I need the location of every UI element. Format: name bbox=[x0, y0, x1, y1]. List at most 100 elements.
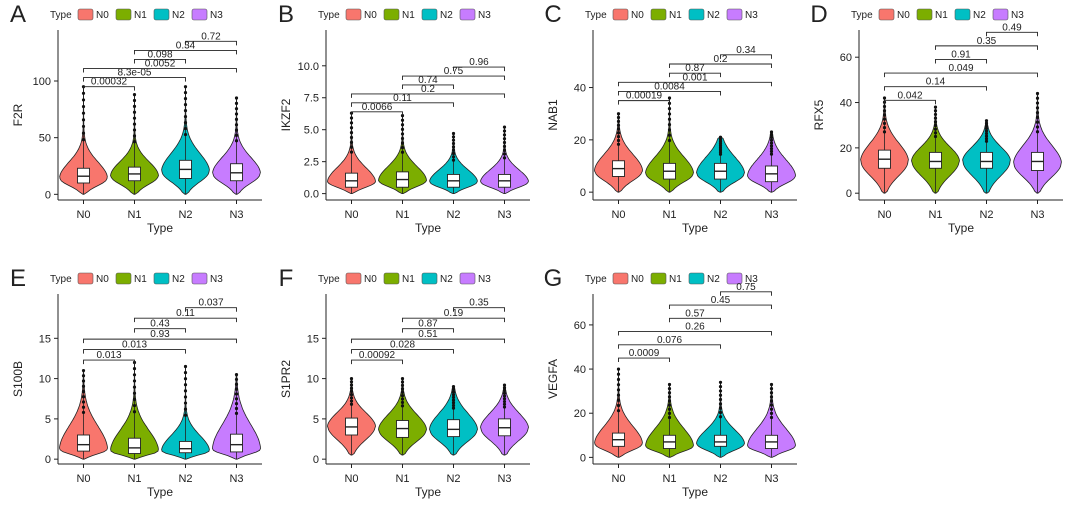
legend-label: N3 bbox=[478, 274, 491, 285]
comparison-bracket: 0.72 bbox=[185, 31, 237, 46]
outlier-point bbox=[616, 367, 621, 371]
x-tick-label: N2 bbox=[713, 209, 727, 221]
outlier-point bbox=[616, 372, 621, 376]
y-axis-label: S1PR2 bbox=[279, 360, 293, 398]
outlier-point bbox=[882, 109, 887, 113]
outlier-point bbox=[349, 386, 354, 390]
comparison-bracket: 0.013 bbox=[83, 350, 135, 365]
y-axis-label: VEGFA bbox=[546, 359, 560, 399]
legend: Type N0 N1 N2 N3 bbox=[851, 8, 1024, 21]
y-tick-label: 100 bbox=[33, 76, 51, 88]
legend-title: Type bbox=[585, 274, 607, 285]
p-value-label: 0.51 bbox=[418, 329, 438, 340]
outlier-points bbox=[81, 368, 86, 415]
outlier-point bbox=[616, 398, 621, 402]
outlier-point bbox=[451, 148, 456, 152]
outlier-point bbox=[502, 391, 507, 395]
p-value-label: 0.72 bbox=[201, 31, 221, 42]
outlier-points bbox=[234, 96, 239, 143]
outlier-point bbox=[234, 387, 239, 391]
p-value-label: 0.00019 bbox=[626, 91, 663, 102]
bracket-line bbox=[83, 68, 237, 73]
outlier-point bbox=[769, 149, 774, 153]
outlier-point bbox=[502, 137, 507, 141]
outlier-point bbox=[718, 393, 723, 397]
x-axis-label: Type bbox=[682, 221, 708, 235]
outlier-point bbox=[349, 126, 354, 130]
comparison-bracket: 0.26 bbox=[618, 322, 772, 336]
outlier-point bbox=[400, 390, 405, 394]
bracket-line bbox=[935, 59, 987, 64]
comparison-bracket: 0.2 bbox=[351, 84, 505, 98]
outlier-point bbox=[81, 91, 86, 95]
outlier-point bbox=[132, 134, 137, 138]
outlier-point bbox=[183, 132, 188, 137]
comparison-bracket: 0.75 bbox=[720, 282, 772, 296]
x-tick-label: N0 bbox=[76, 473, 90, 485]
outlier-point bbox=[1035, 125, 1040, 129]
legend-swatch bbox=[650, 8, 667, 21]
outlier-point bbox=[234, 397, 239, 401]
y-tick-label: 10.0 bbox=[298, 61, 319, 73]
x-tick-label: N2 bbox=[178, 473, 192, 485]
p-value-label: 0.34 bbox=[176, 40, 196, 51]
outlier-point bbox=[349, 140, 354, 144]
bracket-line bbox=[618, 331, 772, 336]
legend-title: Type bbox=[318, 10, 340, 21]
outlier-point bbox=[183, 413, 188, 417]
legend-label: N1 bbox=[402, 10, 415, 21]
outlier-point bbox=[769, 141, 774, 145]
outlier-point bbox=[667, 128, 672, 132]
outlier-point bbox=[451, 395, 456, 399]
outlier-point bbox=[984, 121, 989, 125]
outlier-point bbox=[933, 131, 938, 135]
outlier-point bbox=[1035, 91, 1040, 96]
outlier-point bbox=[451, 403, 456, 408]
outlier-points bbox=[183, 85, 188, 137]
outlier-point bbox=[616, 403, 621, 408]
x-tick-label: N2 bbox=[178, 209, 192, 221]
y-tick-label: 20 bbox=[574, 408, 586, 420]
bracket-line bbox=[83, 86, 135, 91]
outlier-point bbox=[667, 391, 672, 395]
y-tick-label: 5 bbox=[313, 414, 319, 426]
outlier-point bbox=[451, 138, 456, 142]
comparison-bracket: 0.87 bbox=[402, 319, 454, 333]
p-value-label: 0.037 bbox=[198, 298, 223, 309]
legend-title: Type bbox=[851, 10, 873, 21]
legend: Type N0 N1 N2 N3 bbox=[585, 8, 758, 21]
outlier-point bbox=[349, 389, 354, 394]
outlier-point bbox=[183, 401, 188, 405]
outlier-point bbox=[234, 402, 239, 406]
outlier-point bbox=[882, 113, 887, 117]
p-value-label: 0.0009 bbox=[629, 348, 660, 359]
outlier-point bbox=[234, 382, 239, 386]
bracket-line bbox=[618, 357, 670, 363]
outlier-point bbox=[234, 372, 239, 377]
bracket-line bbox=[935, 45, 1038, 50]
outlier-point bbox=[718, 406, 723, 410]
outlier-point bbox=[718, 410, 723, 415]
y-tick-label: 0.0 bbox=[304, 189, 319, 201]
outlier-point bbox=[502, 402, 507, 406]
x-tick-label: N3 bbox=[229, 209, 243, 221]
p-value-label: 8.3e-05 bbox=[118, 68, 152, 79]
bracket-line bbox=[453, 307, 505, 312]
comparison-bracket: 0.049 bbox=[884, 63, 1038, 78]
outlier-point bbox=[616, 131, 621, 135]
outlier-point bbox=[132, 373, 137, 377]
legend-swatch bbox=[115, 8, 132, 21]
comparison-bracket: 0.14 bbox=[884, 77, 987, 91]
comparison-bracket: 0.2 bbox=[669, 54, 772, 68]
outlier-point bbox=[616, 127, 621, 131]
outlier-point bbox=[183, 91, 188, 95]
outlier-points bbox=[502, 125, 507, 160]
legend-swatch bbox=[954, 8, 971, 21]
y-tick-label: 60 bbox=[574, 320, 586, 332]
p-value-label: 0.26 bbox=[685, 322, 705, 333]
outlier-point bbox=[400, 123, 405, 127]
legend-label: N1 bbox=[935, 10, 948, 21]
x-axis-label: Type bbox=[147, 485, 173, 499]
outlier-point bbox=[81, 389, 86, 394]
comparison-bracket: 0.57 bbox=[669, 308, 721, 323]
